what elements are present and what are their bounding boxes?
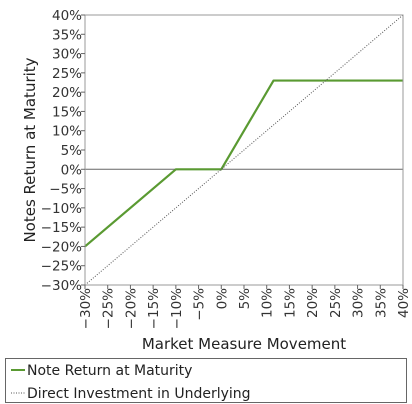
y-tick-label: 0%: [61, 162, 83, 178]
series-line-1: [84, 14, 404, 286]
y-tick-label: 15%: [52, 104, 82, 120]
y-tick-label: 30%: [52, 47, 82, 63]
x-tick-label: −25%: [101, 288, 117, 329]
legend-label-note-return: Note Return at Maturity: [27, 363, 192, 379]
y-tick-label: 10%: [52, 124, 82, 140]
y-tick-label: 40%: [52, 8, 82, 24]
series-line-0: [84, 79, 403, 248]
x-tick-label: 25%: [328, 288, 344, 318]
x-tick-label: −5%: [192, 288, 208, 321]
x-tick-label: −20%: [123, 288, 139, 329]
x-tick-label: −30%: [78, 288, 94, 329]
y-tick-label: 20%: [52, 85, 82, 101]
y-tick-label: −15%: [41, 220, 82, 236]
x-tick-label: −10%: [169, 288, 185, 329]
x-tick-label: 20%: [305, 288, 321, 318]
legend: Note Return at Maturity Direct Investmen…: [5, 358, 407, 403]
y-tick-label: −25%: [41, 259, 82, 275]
x-axis: −30% −25% −20% −15% −10% −5% 0% 5% 10% 15% 20% 25% 3…: [78, 285, 412, 329]
series-group: [84, 14, 404, 286]
y-tick-label: −20%: [41, 239, 82, 255]
y-tick-label: −10%: [41, 201, 82, 217]
y-axis-title: Notes Return at Maturity: [21, 57, 39, 242]
x-axis-title: Market Measure Movement: [142, 335, 346, 353]
x-tick-label: 10%: [260, 288, 276, 318]
x-tick-label: 5%: [237, 288, 253, 310]
x-tick-label: 30%: [351, 288, 367, 318]
y-tick-label: 25%: [52, 66, 82, 82]
y-tick-label: −5%: [49, 182, 82, 198]
legend-box: [5, 358, 407, 403]
x-tick-label: 0%: [214, 288, 230, 310]
y-tick-label: −30%: [41, 278, 82, 294]
x-tick-label: 15%: [282, 288, 298, 318]
x-tick-label: −15%: [146, 288, 162, 329]
x-tick-label: 40%: [396, 288, 412, 318]
y-axis: −30% −25% −20% −15% −10% −5% 0% 5% 10% 15% 20% 25% 3…: [41, 8, 85, 294]
y-tick-label: 5%: [61, 143, 83, 159]
y-tick-label: 35%: [52, 27, 82, 43]
x-tick-label: 35%: [373, 288, 389, 318]
legend-label-direct-investment: Direct Investment in Underlying: [27, 386, 251, 402]
